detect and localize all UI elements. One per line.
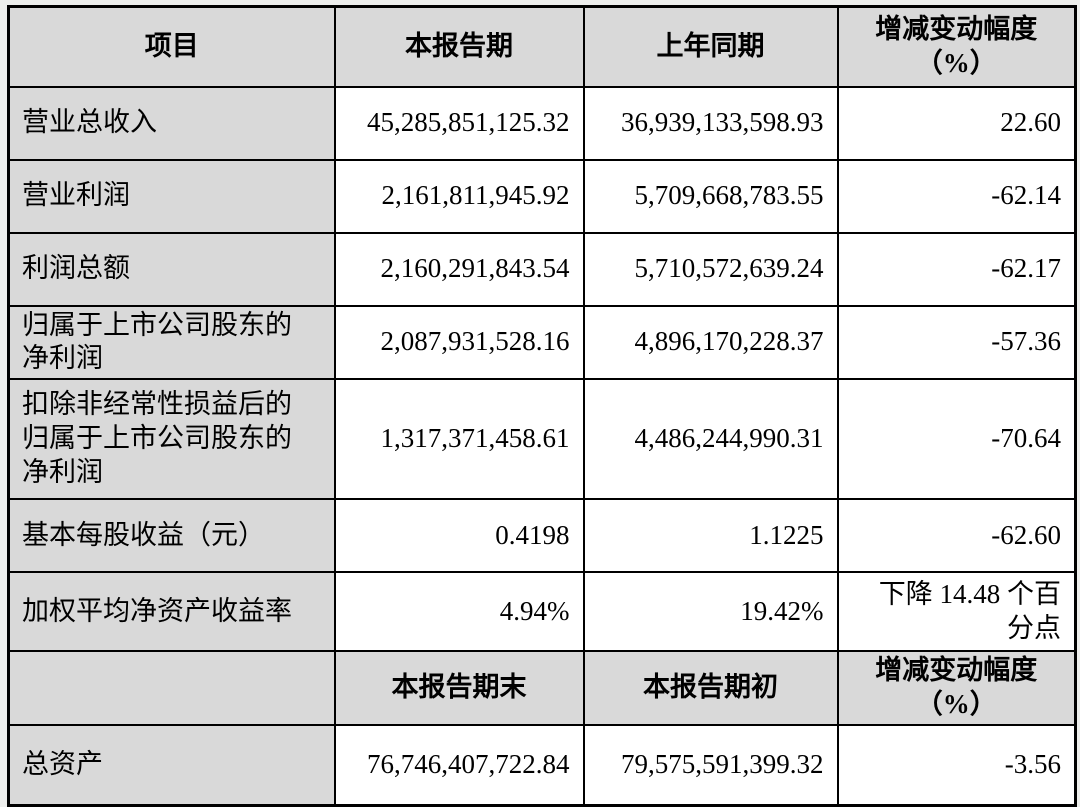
value-current: 4.94% [333,571,585,652]
header-cell-prior-period: 上年同期 [582,5,839,88]
value-change: -62.17 [836,231,1077,307]
value-change: -62.14 [836,158,1077,234]
value-change: -3.56 [836,723,1077,807]
value-prior: 19.42% [582,571,839,652]
table-row-net-profit-excl-nonrecurring: 扣除非经常性损益后的 归属于上市公司股东的 净利润 1,317,371,458.… [7,378,1077,500]
table-row-weighted-avg-roe: 加权平均净资产收益率 4.94% 19.42% 下降 14.48 个百 分点 [7,571,1077,652]
value-current: 2,161,811,945.92 [333,158,585,234]
header-cell-item-blank [7,650,336,726]
row-label: 营业总收入 [7,85,336,161]
table-row-net-profit-attributable: 归属于上市公司股东的 净利润 2,087,931,528.16 4,896,17… [7,304,1077,380]
table-row-operating-profit: 营业利润 2,161,811,945.92 5,709,668,783.55 -… [7,158,1077,234]
financial-summary-table: 项目 本报告期 上年同期 增减变动幅度 （%） 营业总收入 45,285,851… [7,5,1077,807]
header-cell-period-end: 本报告期末 [333,650,585,726]
header-cell-current-period: 本报告期 [333,5,585,88]
table-row-total-assets: 总资产 76,746,407,722.84 79,575,591,399.32 … [7,723,1077,807]
table-row-total-profit: 利润总额 2,160,291,843.54 5,710,572,639.24 -… [7,231,1077,307]
value-prior: 4,896,170,228.37 [582,304,839,380]
header-cell-change-percent: 增减变动幅度 （%） [836,650,1077,726]
header-cell-item: 项目 [7,5,336,88]
value-prior: 36,939,133,598.93 [582,85,839,161]
header-cell-period-begin: 本报告期初 [582,650,839,726]
value-change: -57.36 [836,304,1077,380]
row-label: 总资产 [7,723,336,807]
value-prior: 5,710,572,639.24 [582,231,839,307]
value-current: 1,317,371,458.61 [333,378,585,500]
row-label: 基本每股收益（元） [7,498,336,573]
table-header-row-period: 项目 本报告期 上年同期 增减变动幅度 （%） [7,5,1077,88]
table-row-total-revenue: 营业总收入 45,285,851,125.32 36,939,133,598.9… [7,85,1077,161]
row-label: 营业利润 [7,158,336,234]
value-current: 0.4198 [333,498,585,573]
value-prior: 5,709,668,783.55 [582,158,839,234]
value-prior: 79,575,591,399.32 [582,723,839,807]
value-change: -70.64 [836,378,1077,500]
value-prior: 1.1225 [582,498,839,573]
row-label: 归属于上市公司股东的 净利润 [7,304,336,380]
value-change: 22.60 [836,85,1077,161]
table-row-basic-eps: 基本每股收益（元） 0.4198 1.1225 -62.60 [7,498,1077,573]
value-current: 45,285,851,125.32 [333,85,585,161]
table-header-row-balance: 本报告期末 本报告期初 增减变动幅度 （%） [7,650,1077,726]
value-current: 76,746,407,722.84 [333,723,585,807]
value-change: -62.60 [836,498,1077,573]
value-change: 下降 14.48 个百 分点 [836,571,1077,652]
value-current: 2,160,291,843.54 [333,231,585,307]
row-label: 扣除非经常性损益后的 归属于上市公司股东的 净利润 [7,378,336,500]
row-label: 利润总额 [7,231,336,307]
value-current: 2,087,931,528.16 [333,304,585,380]
row-label: 加权平均净资产收益率 [7,571,336,652]
value-prior: 4,486,244,990.31 [582,378,839,500]
header-cell-change-percent: 增减变动幅度 （%） [836,5,1077,88]
